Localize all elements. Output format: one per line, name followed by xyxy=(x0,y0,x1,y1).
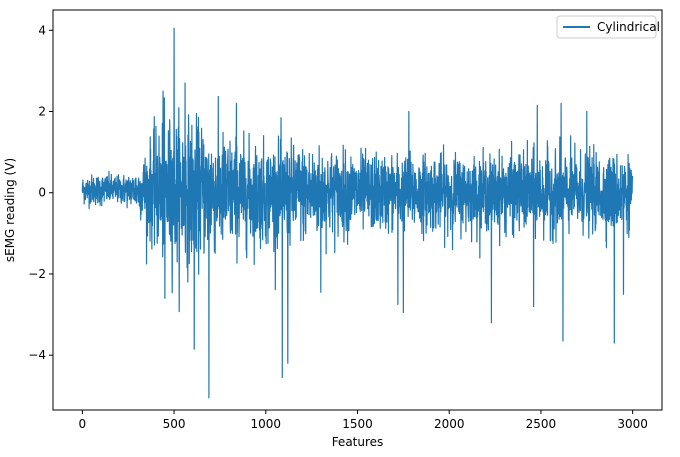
x-tick-label: 500 xyxy=(163,417,186,431)
x-tick-label: 2000 xyxy=(434,417,465,431)
y-tick-label: −4 xyxy=(28,348,46,362)
series-line-cylindrical xyxy=(81,27,634,399)
plot-area xyxy=(81,27,634,399)
x-tick-label: 0 xyxy=(79,417,87,431)
x-tick-label: 3000 xyxy=(617,417,648,431)
y-tick-label: 2 xyxy=(38,105,46,119)
x-axis: 0 500 1000 1500 2000 2500 3000 xyxy=(79,410,648,431)
y-axis-label: sEMG reading (V) xyxy=(3,158,17,262)
y-tick-label: 0 xyxy=(38,186,46,200)
x-tick-label: 1500 xyxy=(342,417,373,431)
x-axis-label: Features xyxy=(332,435,384,449)
y-tick-label: 4 xyxy=(38,23,46,37)
x-tick-label: 2500 xyxy=(526,417,557,431)
legend: Cylindrical xyxy=(556,15,660,39)
y-tick-label: −2 xyxy=(28,267,46,281)
y-axis: −4 −2 0 2 4 xyxy=(28,23,53,362)
legend-label: Cylindrical xyxy=(597,20,660,34)
legend-box xyxy=(556,15,657,39)
x-tick-label: 1000 xyxy=(251,417,282,431)
